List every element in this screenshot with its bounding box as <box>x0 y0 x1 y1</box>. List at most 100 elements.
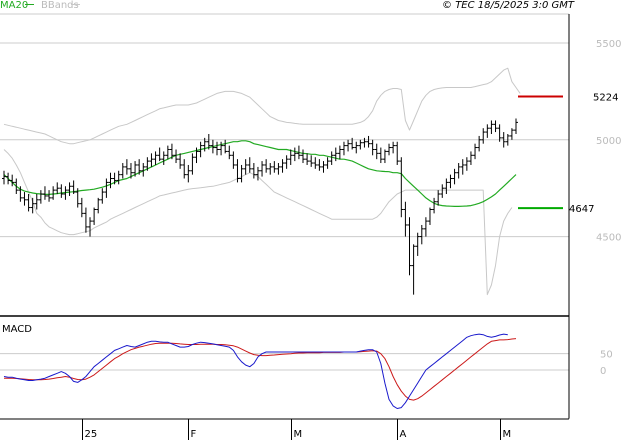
price-bar <box>231 151 236 169</box>
price-bar <box>313 157 318 169</box>
price-bar <box>210 139 215 154</box>
price-bar <box>124 159 129 175</box>
price-bar <box>346 139 351 152</box>
price-bar <box>227 145 232 160</box>
price-bar <box>18 186 23 202</box>
price-bar <box>341 141 346 156</box>
price-bar <box>378 147 383 164</box>
price-bar <box>370 139 375 156</box>
price-bar <box>42 186 47 200</box>
price-bar <box>108 172 113 189</box>
support-label: 4647 <box>569 204 594 215</box>
axis-area <box>569 14 627 440</box>
price-bar <box>83 207 88 233</box>
price-bar <box>92 207 97 225</box>
price-bar <box>145 157 150 171</box>
price-bar <box>47 190 52 202</box>
price-bar <box>292 147 297 162</box>
price-bar <box>88 217 93 237</box>
price-bar <box>178 153 183 169</box>
price-bar <box>206 134 211 150</box>
price-bar <box>391 141 396 154</box>
price-bar <box>354 141 359 154</box>
price-bar <box>219 141 224 156</box>
price-bar <box>301 149 306 164</box>
price-bar <box>71 180 76 194</box>
price-bar <box>141 163 146 177</box>
price-bar <box>59 184 64 198</box>
price-bar <box>337 145 342 160</box>
price-bar <box>174 149 179 164</box>
price-bar <box>128 163 133 179</box>
price-bar <box>14 178 19 194</box>
price-bar <box>477 135 482 152</box>
price-bar <box>264 159 269 173</box>
price-bar <box>255 166 260 181</box>
resistance-label: 5224 <box>593 92 618 103</box>
price-bar <box>194 147 199 164</box>
price-bar <box>317 159 322 171</box>
y-tick-label: 5500 <box>596 39 621 50</box>
price-bar <box>514 118 518 134</box>
price-bar <box>423 217 428 237</box>
price-bar <box>169 143 174 160</box>
ma20-line <box>3 140 517 207</box>
price-bar <box>276 163 281 175</box>
bband-upper <box>3 67 521 145</box>
price-bar <box>247 157 252 173</box>
price-bar <box>34 194 39 210</box>
price-bar <box>382 149 387 164</box>
price-bar <box>485 124 490 138</box>
price-bar <box>55 182 60 194</box>
macd-signal-line <box>4 338 517 401</box>
price-bar <box>235 159 240 183</box>
price-bar <box>2 170 6 185</box>
price-bar <box>362 137 367 148</box>
price-bar <box>22 192 27 206</box>
price-bar <box>411 244 416 295</box>
price-bar <box>149 153 154 167</box>
price-bar <box>309 155 314 167</box>
price-bar <box>333 147 338 162</box>
price-bar <box>104 178 109 198</box>
price-bar <box>321 161 326 173</box>
price-bar <box>223 139 228 154</box>
price-bar <box>509 128 514 140</box>
axis-edge <box>568 418 627 440</box>
price-bar <box>448 174 453 189</box>
macd-title: MACD <box>2 324 32 335</box>
legend-bbands: BBands <box>41 0 79 11</box>
price-bar <box>444 178 449 194</box>
x-tick-label: 25 <box>85 429 98 440</box>
price-bars <box>2 118 518 295</box>
price-bar <box>67 182 72 196</box>
price-bar <box>26 194 31 212</box>
price-bar <box>112 172 117 185</box>
price-bar <box>202 137 207 152</box>
price-bar <box>427 207 432 225</box>
price-bar <box>198 141 203 158</box>
price-bar <box>436 190 441 206</box>
price-bar <box>366 135 371 148</box>
price-bar <box>268 163 273 175</box>
price-bar <box>387 143 392 156</box>
y-tick-label: 4500 <box>596 233 621 244</box>
price-bar <box>6 172 11 185</box>
price-bar <box>329 151 334 165</box>
price-bar <box>473 143 478 160</box>
price-bar <box>497 124 502 142</box>
price-bar <box>272 161 277 173</box>
ma20-line <box>3 140 517 207</box>
copyright-text: © TEC 18/5/2025 3:0 GMT <box>442 0 575 11</box>
price-bar <box>214 141 219 156</box>
price-bar <box>120 163 125 179</box>
price-bar <box>251 163 256 179</box>
price-bar <box>350 137 355 150</box>
legend-ma20: MA20 <box>0 0 28 11</box>
price-bar <box>38 190 43 204</box>
axes: 5500 5000 4500 25 F M A M 50 0 <box>0 14 627 440</box>
price-bar <box>116 170 121 185</box>
price-bar <box>501 132 506 148</box>
x-tick-label: F <box>191 429 197 440</box>
price-bar <box>239 164 244 183</box>
